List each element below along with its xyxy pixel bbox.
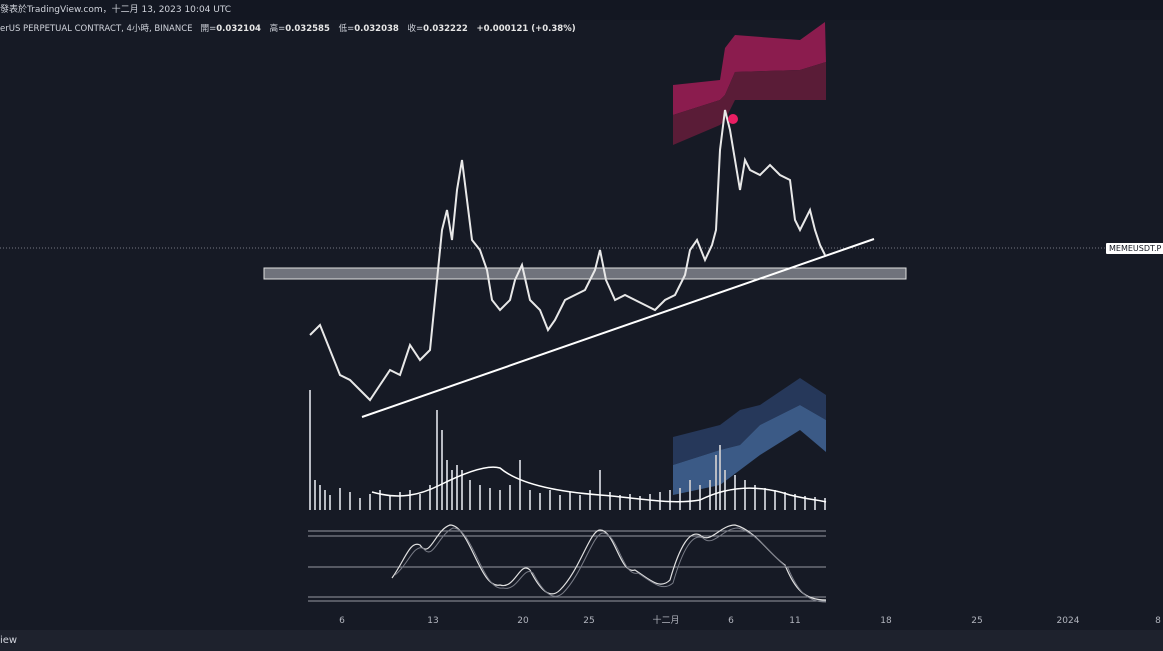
signal-dot [728,114,738,124]
support-box [263,267,907,280]
trend-line [361,238,875,418]
close: 0.032222 [423,24,468,34]
change: +0.000121 (+0.38%) [476,24,576,34]
time-label: 25 [583,616,594,626]
open-label: 開= [200,24,217,34]
close-label: 收= [407,24,424,34]
published: 發表於TradingView.com [0,5,103,15]
time-label: 11 [789,616,800,626]
legend: erUS PERPETUAL CONTRACT, 4小時, BINANCE 開=… [0,22,582,34]
price-tag: MEMEUSDT.P [1106,243,1163,254]
time-label: 6 [728,616,734,626]
time-label: 十二月 [652,614,679,626]
high: 0.032585 [285,24,330,34]
top-bar: 發表於TradingView.com，十二月 13, 2023 10:04 UT… [0,0,1163,20]
time-label: 18 [880,616,892,626]
lower-band-2 [673,405,826,495]
upper-band-2 [673,62,826,145]
low-label: 低= [338,24,355,34]
oscillator-k [391,524,827,601]
footer-text: iew [0,635,18,646]
time-label: 20 [517,616,529,626]
symbol: erUS PERPETUAL CONTRACT, 4小時, BINANCE [0,24,193,34]
bottom-bar: iew [0,630,1163,651]
open: 0.032104 [216,24,261,34]
time-label: 8 [1155,616,1161,626]
time-label: 2024 [1057,616,1080,626]
upper-band [673,22,826,115]
time-label: 25 [971,616,982,626]
oscillator-levels [308,530,826,602]
price-candles [309,109,826,402]
time-label: 6 [339,616,345,626]
low: 0.032038 [354,24,399,34]
high-label: 高= [269,24,286,34]
oscillator-d [394,527,827,603]
volume-ma [371,466,827,503]
date: 十二月 13, 2023 10:04 UTC [111,5,232,15]
time-label: 13 [427,616,438,626]
lower-band [673,378,826,465]
